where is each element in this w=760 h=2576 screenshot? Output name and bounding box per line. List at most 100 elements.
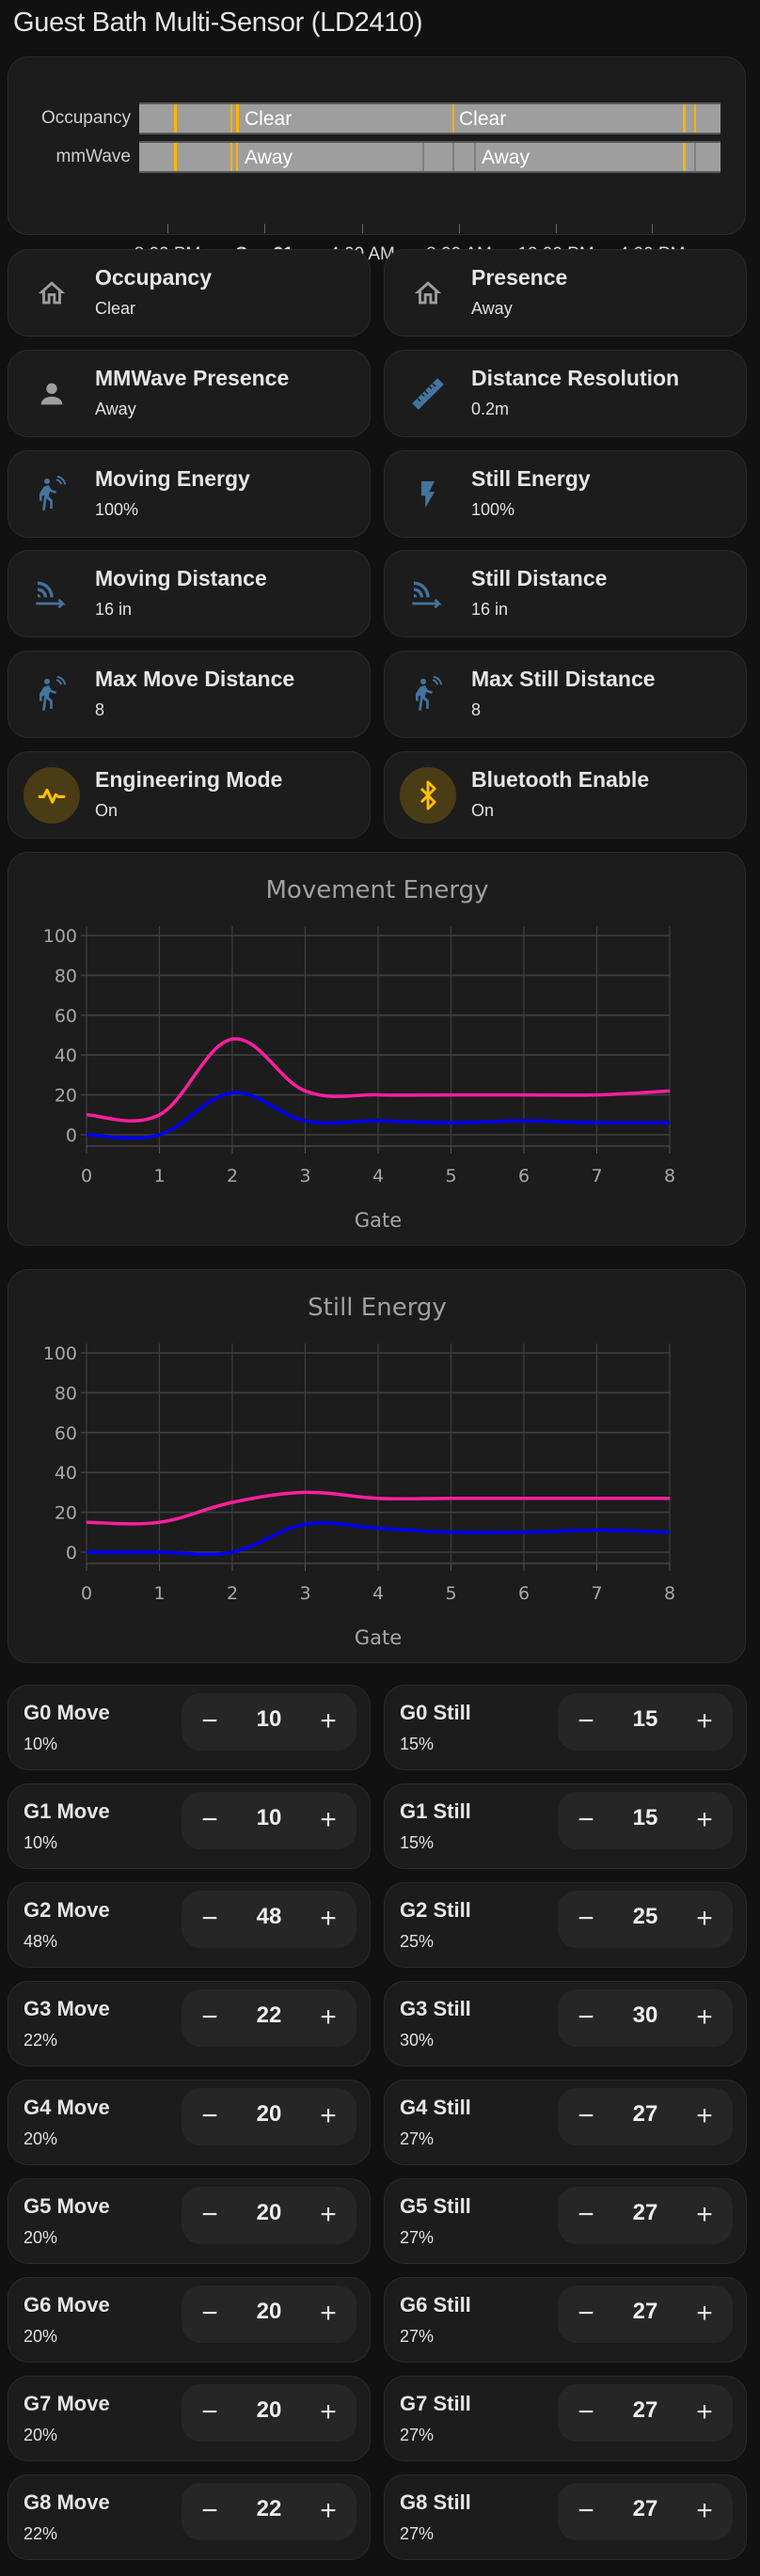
decrement-button[interactable]: − (578, 2199, 594, 2230)
increment-button[interactable]: + (320, 2495, 337, 2526)
bluetooth-icon[interactable] (400, 767, 456, 824)
increment-button[interactable]: + (320, 1903, 337, 1934)
stepper-value[interactable]: 10 (256, 1805, 282, 1830)
stepper-value[interactable]: 27 (632, 2101, 658, 2127)
increment-button[interactable]: + (320, 1804, 337, 1835)
decrement-button[interactable]: − (578, 1903, 594, 1934)
increment-button[interactable]: + (696, 2495, 713, 2526)
entity-card-bluetooth-enable[interactable]: Bluetooth Enable On (384, 751, 747, 839)
increment-button[interactable]: + (696, 2199, 713, 2230)
entity-card-moving-energy[interactable]: Moving Energy 100% (8, 449, 371, 538)
decrement-button[interactable]: − (201, 1705, 218, 1736)
increment-button[interactable]: + (320, 2199, 337, 2230)
decrement-button[interactable]: − (578, 1705, 594, 1736)
state-change-marker (683, 143, 686, 171)
stepper-value[interactable]: 20 (256, 2397, 282, 2423)
history-graph-card[interactable]: Occupancy Clear Clear mmWave Away Away 8… (8, 56, 746, 264)
decrement-button[interactable]: − (578, 2298, 594, 2329)
quantity-stepper[interactable]: − 27 + (558, 2384, 733, 2442)
stepper-value[interactable]: 15 (632, 1805, 658, 1830)
state-change-marker (683, 104, 686, 133)
quantity-stepper[interactable]: − 20 + (182, 2384, 356, 2442)
entity-card-presence[interactable]: Presence Away (384, 249, 747, 337)
stepper-value[interactable]: 48 (256, 1904, 282, 1929)
stepper-value[interactable]: 20 (256, 2101, 282, 2127)
increment-button[interactable]: + (696, 1903, 713, 1934)
decrement-button[interactable]: − (201, 2002, 218, 2033)
segment-divider (474, 143, 476, 171)
increment-button[interactable]: + (696, 2298, 713, 2329)
quantity-stepper[interactable]: − 22 + (182, 2483, 356, 2540)
decrement-button[interactable]: − (578, 1804, 594, 1835)
entity-card-still-distance[interactable]: Still Distance 16 in (384, 550, 747, 638)
still-energy-chart-card[interactable]: Still Energy 0 1 2 3 4 5 6 7 8 0 20 40 60 80 100 Gate (8, 1269, 746, 1663)
stepper-value[interactable]: 15 (632, 1706, 658, 1732)
quantity-stepper[interactable]: − 25 + (558, 1891, 733, 1948)
quantity-stepper[interactable]: − 15 + (558, 1792, 733, 1849)
quantity-stepper[interactable]: − 20 + (182, 2088, 356, 2145)
entity-card-max-move-distance[interactable]: Max Move Distance 8 (8, 651, 371, 739)
increment-button[interactable]: + (696, 2396, 713, 2427)
quantity-stepper[interactable]: − 27 + (558, 2483, 733, 2540)
increment-button[interactable]: + (320, 2002, 337, 2033)
quantity-stepper[interactable]: − 48 + (182, 1891, 356, 1948)
decrement-button[interactable]: − (578, 2495, 594, 2526)
increment-button[interactable]: + (696, 1705, 713, 1736)
stepper-value[interactable]: 30 (632, 2003, 658, 2028)
number-card-g1-move: G1 Move 10% − 10 + (8, 1783, 371, 1869)
decrement-button[interactable]: − (201, 1804, 218, 1835)
quantity-stepper[interactable]: − 10 + (182, 1792, 356, 1849)
increment-button[interactable]: + (320, 2298, 337, 2329)
stepper-value[interactable]: 22 (256, 2496, 282, 2521)
decrement-button[interactable]: − (201, 2199, 218, 2230)
pulse-icon[interactable] (24, 767, 80, 824)
decrement-button[interactable]: − (201, 2495, 218, 2526)
increment-button[interactable]: + (320, 1705, 337, 1736)
decrement-button[interactable]: − (201, 2396, 218, 2427)
decrement-button[interactable]: − (201, 2100, 218, 2131)
quantity-stepper[interactable]: − 20 + (182, 2285, 356, 2343)
increment-button[interactable]: + (696, 2002, 713, 2033)
entity-card-engineering-mode[interactable]: Engineering Mode On (8, 751, 371, 839)
entity-card-mmwave-presence[interactable]: MMWave Presence Away (8, 349, 371, 437)
stepper-value[interactable]: 27 (632, 2397, 658, 2423)
stepper-value[interactable]: 25 (632, 1904, 658, 1929)
timeline-tick-mark (652, 224, 653, 233)
decrement-button[interactable]: − (578, 2100, 594, 2131)
quantity-stepper[interactable]: − 15 + (558, 1693, 733, 1751)
entity-card-occupancy[interactable]: Occupancy Clear (8, 249, 371, 337)
movement-energy-chart-card[interactable]: Movement Energy 0 1 2 3 4 5 6 7 8 0 20 40 60 80 100 Gate (8, 852, 746, 1246)
state-change-marker (230, 143, 232, 171)
quantity-stepper[interactable]: − 27 + (558, 2285, 733, 2343)
stepper-value[interactable]: 10 (256, 1706, 282, 1732)
occupancy-timeline-bar[interactable]: Clear Clear (139, 102, 720, 134)
stepper-value[interactable]: 27 (632, 2299, 658, 2324)
decrement-button[interactable]: − (578, 2396, 594, 2427)
increment-button[interactable]: + (320, 2396, 337, 2427)
quantity-stepper[interactable]: − 30 + (558, 1989, 733, 2047)
quantity-stepper[interactable]: − 10 + (182, 1693, 356, 1751)
increment-button[interactable]: + (320, 2100, 337, 2131)
quantity-stepper[interactable]: − 20 + (182, 2187, 356, 2244)
quantity-stepper[interactable]: − 27 + (558, 2187, 733, 2244)
decrement-button[interactable]: − (201, 1903, 218, 1934)
stepper-value[interactable]: 27 (632, 2496, 658, 2521)
entity-card-still-energy[interactable]: Still Energy 100% (384, 449, 747, 538)
decrement-button[interactable]: − (578, 2002, 594, 2033)
decrement-button[interactable]: − (201, 2298, 218, 2329)
mmwave-timeline-bar[interactable]: Away Away (139, 141, 720, 173)
entity-card-moving-distance[interactable]: Moving Distance 16 in (8, 550, 371, 638)
stepper-value[interactable]: 20 (256, 2200, 282, 2225)
entity-card-distance-resolution[interactable]: Distance Resolution 0.2m (384, 349, 747, 437)
stepper-value[interactable]: 27 (632, 2200, 658, 2225)
increment-button[interactable]: + (696, 2100, 713, 2131)
number-entity-state: 20% (24, 2327, 58, 2346)
increment-button[interactable]: + (696, 1804, 713, 1835)
quantity-stepper[interactable]: − 27 + (558, 2088, 733, 2145)
entity-card-max-still-distance[interactable]: Max Still Distance 8 (384, 651, 747, 739)
stepper-value[interactable]: 20 (256, 2299, 282, 2324)
quantity-stepper[interactable]: − 22 + (182, 1989, 356, 2047)
stepper-value[interactable]: 22 (256, 2003, 282, 2028)
